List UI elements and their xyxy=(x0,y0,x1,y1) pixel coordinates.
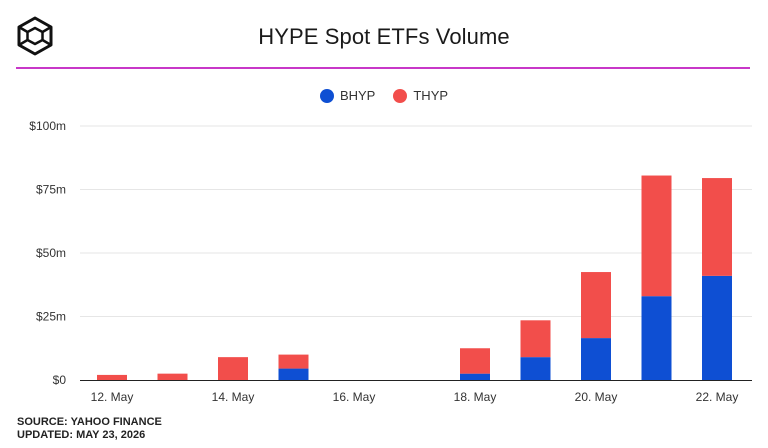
bar-bhyp xyxy=(460,373,490,380)
chart-title: HYPE Spot ETFs Volume xyxy=(258,24,510,49)
bar-thyp xyxy=(157,373,188,380)
y-tick-label: $75m xyxy=(36,183,66,197)
x-tick-label: 14. May xyxy=(212,390,255,404)
bar-bhyp xyxy=(702,275,732,380)
updated-note: UPDATED: MAY 23, 2026 xyxy=(17,429,146,441)
block-logo-icon xyxy=(17,16,53,56)
legend-item-bhyp[interactable]: BHYP xyxy=(319,88,376,103)
legend-label-thyp: THYP xyxy=(413,88,449,103)
bar-thyp xyxy=(460,348,490,374)
y-tick-label: $0 xyxy=(53,373,67,387)
bar-thyp xyxy=(520,320,551,358)
x-tick-label: 20. May xyxy=(575,390,618,404)
bar-thyp xyxy=(702,178,732,276)
bar-thyp xyxy=(278,354,309,369)
bar-bhyp xyxy=(581,338,611,380)
bar-thyp xyxy=(97,374,127,380)
bar-bhyp xyxy=(520,357,551,380)
bar-bhyp xyxy=(641,296,672,380)
chart-header: HYPE Spot ETFs Volume xyxy=(0,0,768,69)
x-tick-label: 12. May xyxy=(91,390,134,404)
legend-swatch-bhyp xyxy=(319,88,334,103)
bar-thyp xyxy=(641,175,672,297)
legend-label-bhyp: BHYP xyxy=(339,88,376,103)
legend-swatch-thyp xyxy=(393,88,408,103)
source-note: SOURCE: YAHOO FINANCE xyxy=(17,416,162,428)
bar-thyp xyxy=(218,357,248,380)
y-tick-label: $25m xyxy=(36,310,66,324)
x-tick-label: 16. May xyxy=(333,390,376,404)
y-tick-label: $50m xyxy=(36,246,66,260)
chart-legend: BHYP THYP xyxy=(0,88,768,103)
y-tick-label: $100m xyxy=(29,119,66,133)
bar-thyp xyxy=(581,272,611,339)
chart-footer: SOURCE: YAHOO FINANCE UPDATED: MAY 23, 2… xyxy=(17,416,162,442)
x-tick-label: 18. May xyxy=(454,390,497,404)
x-tick-label: 22. May xyxy=(696,390,739,404)
legend-item-thyp[interactable]: THYP xyxy=(393,88,448,103)
header-divider xyxy=(16,67,750,69)
bar-bhyp xyxy=(278,368,309,380)
